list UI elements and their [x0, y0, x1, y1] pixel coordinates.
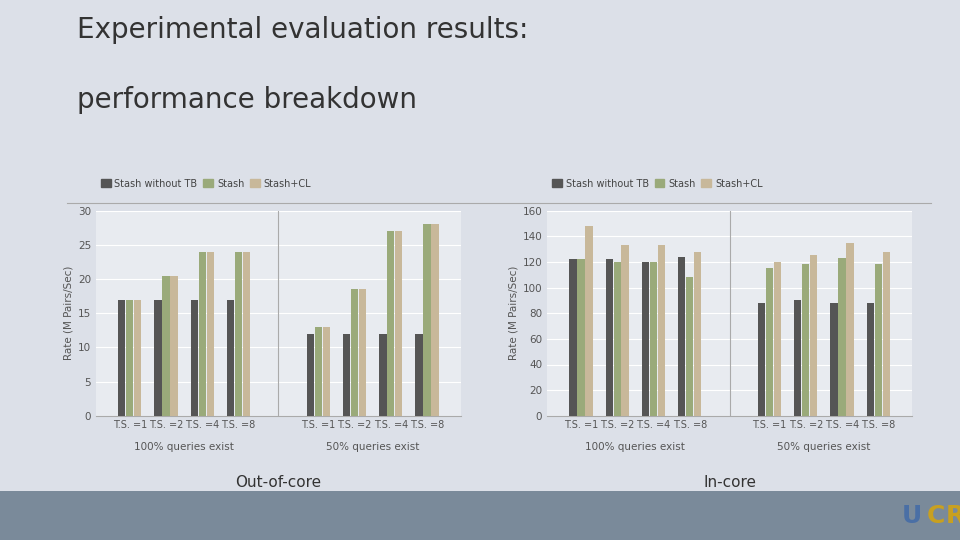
Bar	[810, 255, 817, 416]
Text: Experimental evaluation results:: Experimental evaluation results:	[77, 16, 528, 44]
Y-axis label: Rate (M Pairs/Sec): Rate (M Pairs/Sec)	[509, 266, 518, 360]
Bar	[199, 252, 205, 416]
Text: 50% queries exist: 50% queries exist	[778, 442, 871, 453]
Bar	[379, 334, 387, 416]
Bar	[577, 259, 585, 416]
Bar	[162, 275, 170, 416]
Bar	[766, 268, 773, 416]
Text: In-core: In-core	[703, 475, 756, 490]
Bar	[396, 231, 402, 416]
Bar	[227, 300, 234, 416]
Bar	[235, 252, 242, 416]
Bar	[423, 224, 431, 416]
Bar	[794, 300, 802, 416]
Bar	[155, 300, 161, 416]
Legend: Stash without TB, Stash, Stash+CL: Stash without TB, Stash, Stash+CL	[552, 179, 762, 188]
Bar	[830, 303, 838, 416]
Text: R: R	[946, 504, 960, 528]
Bar	[126, 300, 133, 416]
Bar	[642, 262, 649, 416]
Bar	[650, 262, 657, 416]
Text: 100% queries exist: 100% queries exist	[134, 442, 234, 453]
Text: 50% queries exist: 50% queries exist	[326, 442, 420, 453]
Bar	[191, 300, 198, 416]
Bar	[243, 252, 251, 416]
Bar	[416, 334, 422, 416]
Bar	[359, 289, 366, 416]
Bar	[867, 303, 874, 416]
Bar	[387, 231, 395, 416]
Bar	[315, 327, 322, 416]
Bar	[838, 258, 846, 416]
Bar	[613, 262, 621, 416]
Bar	[206, 252, 214, 416]
Bar	[569, 259, 577, 416]
Y-axis label: Rate (M Pairs/Sec): Rate (M Pairs/Sec)	[63, 266, 74, 360]
Text: Out-of-core: Out-of-core	[235, 475, 322, 490]
Text: U: U	[901, 504, 922, 528]
Bar	[658, 245, 665, 416]
Bar	[774, 262, 781, 416]
Bar	[118, 300, 126, 416]
Bar	[343, 334, 350, 416]
Text: 100% queries exist: 100% queries exist	[586, 442, 685, 453]
Bar	[678, 256, 685, 416]
Bar	[882, 252, 890, 416]
Bar	[847, 242, 853, 416]
Bar	[694, 252, 702, 416]
Bar	[686, 278, 693, 416]
Text: performance breakdown: performance breakdown	[77, 86, 417, 114]
Bar	[134, 300, 141, 416]
Bar	[323, 327, 330, 416]
Bar	[306, 334, 314, 416]
Bar	[875, 265, 882, 416]
Bar	[606, 259, 612, 416]
Text: C: C	[926, 504, 945, 528]
Bar	[586, 226, 592, 416]
Bar	[431, 224, 439, 416]
Bar	[757, 303, 765, 416]
Bar	[803, 265, 809, 416]
Bar	[170, 275, 178, 416]
Legend: Stash without TB, Stash, Stash+CL: Stash without TB, Stash, Stash+CL	[101, 179, 311, 188]
Bar	[621, 245, 629, 416]
Bar	[351, 289, 358, 416]
